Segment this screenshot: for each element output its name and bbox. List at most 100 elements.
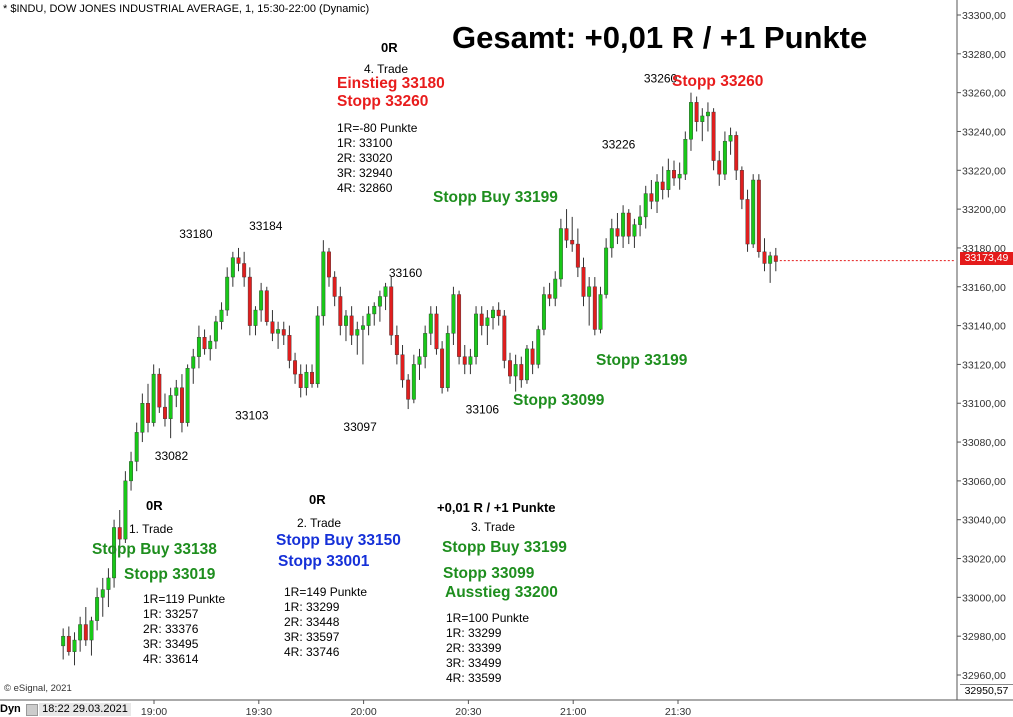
y-tick-label: 33060,00 bbox=[962, 476, 1006, 488]
y-tick-label: 32980,00 bbox=[962, 631, 1006, 643]
candle-body bbox=[259, 290, 264, 311]
y-tick-label: 33020,00 bbox=[962, 554, 1006, 566]
candle-body bbox=[174, 387, 179, 396]
trade3-exit: Ausstieg 33200 bbox=[445, 584, 558, 601]
candle-body bbox=[83, 624, 88, 641]
candle-body bbox=[196, 337, 201, 357]
candle-body bbox=[321, 251, 326, 317]
y-tick-label: 33300,00 bbox=[962, 10, 1006, 22]
trade1-stop: Stopp 33019 bbox=[124, 566, 216, 583]
y-tick-label: 33220,00 bbox=[962, 165, 1006, 177]
candle-body bbox=[553, 278, 558, 299]
scroll-left-control[interactable] bbox=[26, 704, 38, 716]
candle-body bbox=[660, 181, 665, 190]
trade1-result: 0R bbox=[146, 498, 163, 513]
candle-body bbox=[146, 403, 150, 423]
y-tick-label: 33100,00 bbox=[962, 398, 1006, 410]
candle-body bbox=[468, 356, 473, 365]
last-price-tag: 33173,49 bbox=[960, 252, 1013, 265]
candle-body bbox=[570, 239, 575, 245]
candle-body bbox=[479, 313, 484, 326]
annot-stopp-33260: Stopp 33260 bbox=[672, 73, 764, 90]
trade4-entry: Einstieg 33180 bbox=[337, 75, 445, 92]
x-tick-label: 20:30 bbox=[455, 706, 481, 717]
candle-body bbox=[179, 387, 184, 423]
candle-body bbox=[310, 371, 314, 385]
trade3-entry: Stopp Buy 33199 bbox=[442, 539, 567, 556]
candle-body bbox=[349, 315, 354, 336]
candle-body bbox=[643, 193, 648, 218]
candle-body bbox=[411, 364, 416, 400]
trade2-name: 2. Trade bbox=[297, 516, 342, 530]
price-annotation: 33180 bbox=[179, 227, 213, 241]
candle-body bbox=[434, 313, 439, 350]
trade4-1r: 1R: 33100 bbox=[337, 136, 393, 150]
candle-body bbox=[638, 216, 643, 225]
candle-body bbox=[462, 356, 467, 365]
trade2-result: 0R bbox=[309, 492, 326, 507]
candle-body bbox=[598, 294, 603, 330]
trade2-stop: Stopp 33001 bbox=[278, 553, 370, 570]
candle-body bbox=[332, 276, 337, 297]
candle-body bbox=[508, 360, 512, 377]
summary-title: Gesamt: +0,01 R / +1 Punkte bbox=[452, 20, 868, 55]
candle-body bbox=[525, 348, 529, 381]
trade4-result: 0R bbox=[381, 40, 398, 55]
trade3-1r: 1R: 33299 bbox=[446, 626, 502, 640]
y-tick-label: 33120,00 bbox=[962, 359, 1006, 371]
candle-body bbox=[728, 135, 733, 142]
trade1-r: 1R=119 Punkte bbox=[143, 592, 226, 606]
trade4-3r: 3R: 32940 bbox=[337, 166, 393, 180]
candle-body bbox=[383, 286, 388, 297]
candle-body bbox=[389, 286, 394, 336]
x-tick-label: 20:00 bbox=[350, 706, 376, 717]
candle-body bbox=[615, 228, 620, 237]
y-tick-label: 33280,00 bbox=[962, 49, 1006, 61]
candle-body bbox=[632, 224, 637, 237]
trade3-r: 1R=100 Punkte bbox=[446, 611, 530, 625]
candle-body bbox=[722, 140, 727, 175]
candle-body bbox=[264, 290, 269, 322]
esignal-logo: © eSignal, 2021 bbox=[4, 683, 72, 694]
annot-stopp-33199: Stopp 33199 bbox=[596, 352, 688, 369]
bottom-price-box: 32950,57 bbox=[960, 684, 1013, 698]
candle-body bbox=[440, 348, 445, 388]
candle-body bbox=[276, 329, 281, 334]
candle-body bbox=[168, 395, 173, 419]
candle-body bbox=[423, 333, 428, 357]
candle-body bbox=[344, 315, 348, 326]
candle-body bbox=[541, 294, 546, 330]
price-annotation: 33260 bbox=[644, 72, 678, 86]
candle-body bbox=[123, 480, 128, 540]
candle-body bbox=[72, 639, 77, 652]
y-tick-label: 33160,00 bbox=[962, 282, 1006, 294]
price-annotation: 33097 bbox=[343, 420, 377, 434]
candle-body bbox=[355, 329, 360, 336]
candle-body bbox=[496, 309, 501, 317]
candle-body bbox=[683, 139, 688, 175]
candle-body bbox=[406, 379, 411, 400]
price-annotation: 33226 bbox=[602, 138, 636, 152]
candle-body bbox=[315, 315, 320, 385]
trade4-name: 4. Trade bbox=[364, 62, 409, 76]
trade3-3r: 3R: 33499 bbox=[446, 656, 502, 670]
candle-body bbox=[717, 160, 722, 175]
candle-body bbox=[281, 329, 286, 336]
candle-body bbox=[163, 406, 167, 419]
candle-body bbox=[575, 243, 580, 268]
candle-body bbox=[519, 364, 524, 381]
y-tick-label: 33260,00 bbox=[962, 88, 1006, 100]
candle-body bbox=[100, 589, 105, 598]
candle-body bbox=[756, 179, 761, 253]
candle-body bbox=[270, 321, 275, 334]
candle-body bbox=[609, 228, 614, 249]
candle-body bbox=[298, 373, 303, 388]
candle-body bbox=[564, 228, 569, 241]
trade2-1r: 1R: 33299 bbox=[284, 600, 340, 614]
y-tick-label: 33000,00 bbox=[962, 592, 1006, 604]
candle-body bbox=[360, 325, 365, 330]
candle-body bbox=[66, 635, 71, 652]
candle-body bbox=[502, 315, 507, 361]
dyn-button[interactable]: Dyn bbox=[0, 703, 21, 715]
